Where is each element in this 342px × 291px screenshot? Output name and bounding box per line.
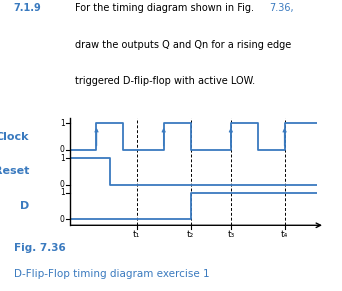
Text: 7.1.9: 7.1.9 [14, 3, 41, 13]
Text: Clock: Clock [0, 132, 29, 142]
Text: draw the outputs Q and Qn for a rising edge: draw the outputs Q and Qn for a rising e… [75, 40, 291, 50]
Text: 0: 0 [60, 180, 65, 189]
Text: triggered D-flip-flop with active LOW.: triggered D-flip-flop with active LOW. [75, 77, 255, 86]
Text: t₄: t₄ [281, 230, 288, 239]
Text: D-Flip-Flop timing diagram exercise 1: D-Flip-Flop timing diagram exercise 1 [14, 269, 209, 279]
Text: 1: 1 [60, 119, 65, 128]
Text: 7.36,: 7.36, [269, 3, 294, 13]
Text: Fig. 7.36: Fig. 7.36 [14, 243, 65, 253]
Text: For the timing diagram shown in Fig.: For the timing diagram shown in Fig. [75, 3, 258, 13]
Text: 0: 0 [60, 146, 65, 154]
Text: t₃: t₃ [227, 230, 235, 239]
Text: 1: 1 [60, 154, 65, 163]
Text: t₁: t₁ [133, 230, 141, 239]
Text: 0: 0 [60, 215, 65, 224]
Text: D: D [20, 201, 29, 211]
Text: Reset: Reset [0, 166, 29, 176]
Text: t₂: t₂ [187, 230, 194, 239]
Text: 1: 1 [60, 189, 65, 198]
